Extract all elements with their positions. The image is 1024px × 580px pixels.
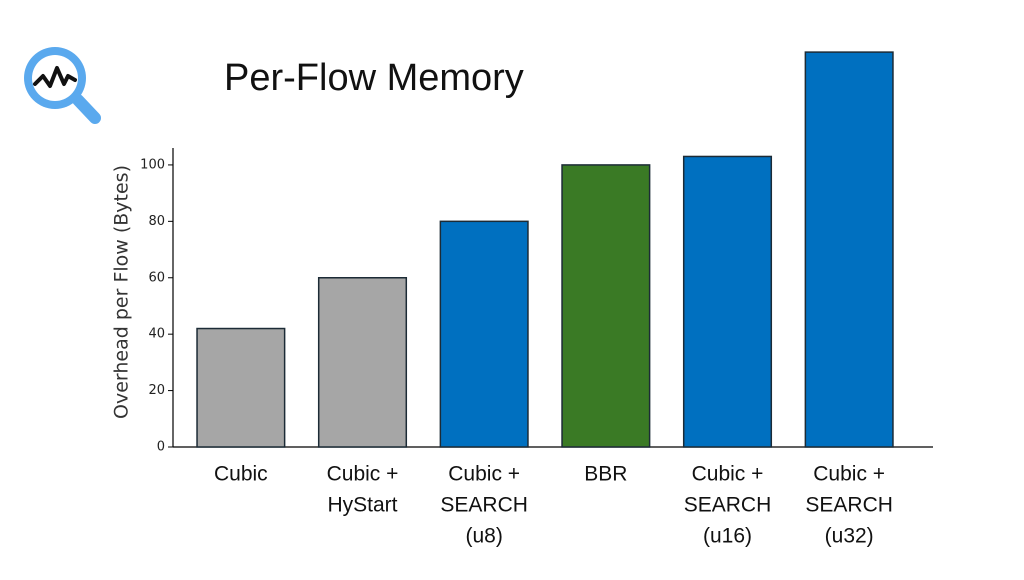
chart-title: Per-Flow Memory bbox=[224, 57, 524, 99]
y-axis-label: Overhead per Flow (Bytes) bbox=[111, 165, 133, 419]
x-tick-label: (u8) bbox=[465, 525, 502, 548]
x-tick-label: HyStart bbox=[327, 494, 397, 517]
y-tick-label: 100 bbox=[140, 157, 165, 172]
x-tick-label: Cubic bbox=[214, 463, 268, 486]
x-tick-label: Cubic + bbox=[327, 463, 399, 486]
y-tick-label: 20 bbox=[148, 383, 165, 398]
bar bbox=[804, 51, 894, 448]
logo-icon bbox=[24, 47, 101, 124]
x-tick-label: SEARCH bbox=[440, 494, 528, 517]
bar bbox=[196, 327, 286, 448]
x-tick-label: (u32) bbox=[825, 525, 874, 548]
bar bbox=[561, 164, 651, 448]
x-tick-label: SEARCH bbox=[684, 494, 772, 517]
x-tick-label: Cubic + bbox=[692, 463, 764, 486]
x-tick-label: Cubic + bbox=[448, 463, 520, 486]
y-tick-label: 40 bbox=[148, 327, 165, 342]
y-tick-label: 60 bbox=[148, 270, 165, 285]
x-tick-label: Cubic + bbox=[813, 463, 885, 486]
y-tick-label: 0 bbox=[157, 440, 165, 455]
bar bbox=[682, 155, 773, 448]
x-tick-label: BBR bbox=[584, 463, 627, 486]
x-tick-label: SEARCH bbox=[805, 494, 893, 517]
x-tick-label: (u16) bbox=[703, 525, 752, 548]
bar bbox=[317, 277, 408, 448]
y-tick-label: 80 bbox=[148, 214, 165, 229]
bar bbox=[439, 220, 529, 448]
